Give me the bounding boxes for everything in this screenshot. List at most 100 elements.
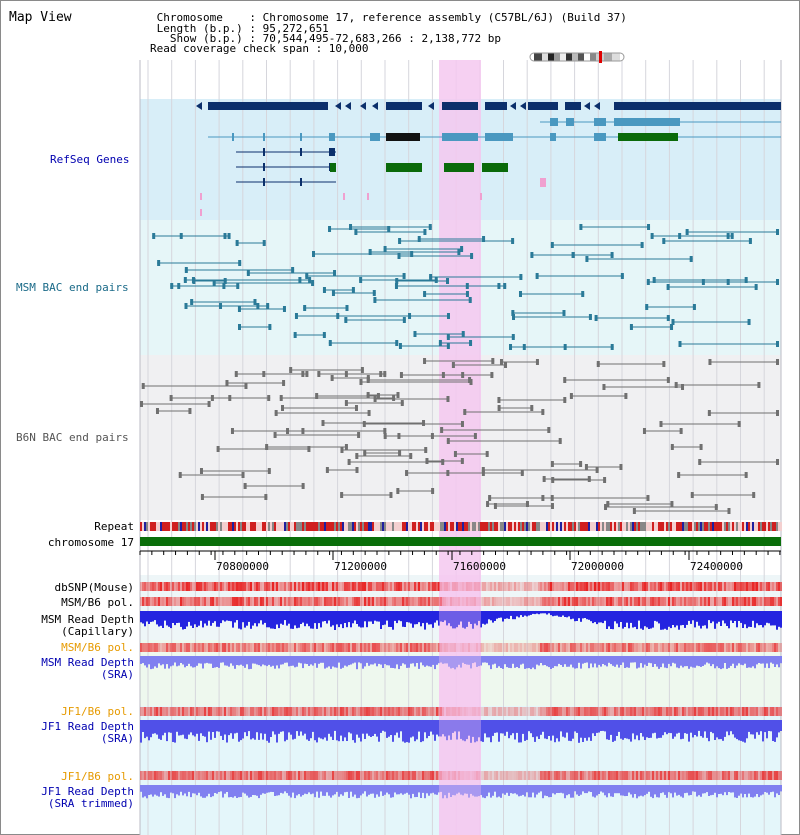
heatmap-cell [222,643,224,652]
repeat-element [714,522,716,531]
bac-end [485,451,489,457]
depth-bar [170,611,172,629]
heatmap-cell [594,643,596,652]
heatmap-cell [302,771,304,780]
depth-bar [762,656,764,664]
bac-end [490,372,494,378]
heatmap-cell [748,597,750,606]
heatmap-cell [184,643,186,652]
bac-end [629,324,633,330]
depth-bar [576,785,578,795]
heatmap-cell [414,771,416,780]
heatmap-cell [702,597,704,606]
heatmap-cell [434,707,436,716]
depth-bar [608,656,610,663]
bac-end [347,459,351,465]
repeat-element [490,522,492,531]
heatmap-cell [148,771,150,780]
depth-bar [398,611,400,621]
depth-bar [550,611,552,616]
depth-bar [284,656,286,663]
heatmap-cell [142,582,144,591]
heatmap-cell [778,643,780,652]
depth-bar [400,720,402,732]
heatmap-cell [622,643,624,652]
depth-bar [604,785,606,796]
depth-bar [364,611,366,622]
heatmap-cell [720,707,722,716]
repeat-element [182,522,184,531]
heatmap-cell [340,707,342,716]
depth-bar [466,720,468,740]
depth-bar [318,656,320,664]
heatmap-cell [518,707,520,716]
heatmap-cell [494,771,496,780]
bac-end [431,488,435,494]
heatmap-cell [214,707,216,716]
repeat-element [688,522,690,531]
track-label-msm-bac[interactable]: MSM BAC end pairs [16,281,129,294]
heatmap-cell [326,597,328,606]
heatmap-cell [560,643,562,652]
depth-bar [652,785,654,799]
depth-bar [482,720,484,742]
depth-bar [314,656,316,664]
heatmap-cell [664,771,666,780]
heatmap-cell [588,643,590,652]
track-label-refseq[interactable]: RefSeq Genes [50,153,130,166]
heatmap-cell [598,582,600,591]
repeat-element [642,522,644,531]
heatmap-cell [340,771,342,780]
depth-bar [256,785,258,796]
heatmap-cell [672,771,674,780]
depth-bar [608,720,610,740]
bac-end [434,277,438,283]
heatmap-cell [542,597,544,606]
heatmap-cell [516,597,518,606]
heatmap-cell [616,771,618,780]
repeat-element [746,522,748,531]
depth-bar [668,785,670,793]
depth-bar [664,720,666,733]
heatmap-cell [334,597,336,606]
track-label-b6n-bac[interactable]: B6N BAC end pairs [16,431,129,444]
heatmap-cell [268,771,270,780]
heatmap-cell [452,771,454,780]
depth-bar [614,611,616,622]
depth-bar [778,785,780,795]
depth-bar [396,611,398,624]
heatmap-cell [258,582,260,591]
heatmap-cell [290,707,292,716]
heatmap-cell [146,582,148,591]
heatmap-cell [288,597,290,606]
heatmap-cell [540,643,542,652]
depth-bar [150,785,152,795]
depth-bar [190,611,192,626]
depth-bar [196,785,198,796]
depth-bar [670,720,672,734]
heatmap-cell [276,643,278,652]
depth-bar [780,656,782,664]
heatmap-cell [562,597,564,606]
bac-end [237,306,241,312]
heatmap-cell [420,582,422,591]
bac-end [678,341,682,347]
depth-bar [710,611,712,624]
bac-end [707,410,711,416]
heatmap-cell [700,771,702,780]
heatmap-cell [178,771,180,780]
depth-bar [660,611,662,630]
depth-bar [176,785,178,795]
depth-bar [162,611,164,628]
heatmap-cell [504,771,506,780]
depth-bar [496,656,498,668]
depth-bar [742,656,744,666]
heatmap-cell [608,771,610,780]
depth-bar [210,656,212,664]
heatmap-cell [174,643,176,652]
depth-bar [206,785,208,797]
heatmap-cell [530,643,532,652]
depth-bar [278,720,280,734]
heatmap-cell [240,643,242,652]
